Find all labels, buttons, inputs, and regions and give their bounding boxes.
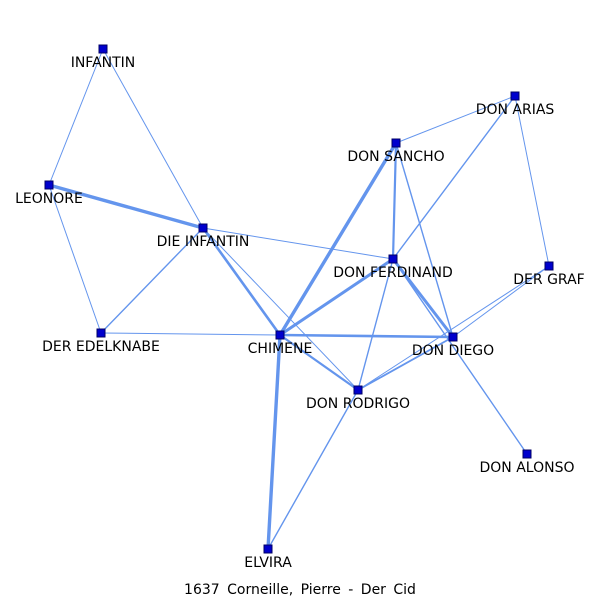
- edges-layer: [47, 48, 550, 551]
- node-label-die-infantin: DIE INFANTIN: [157, 234, 250, 250]
- edge-leonore-der-edelknabe: [48, 184, 102, 334]
- edge-chimene-don-diego: [278, 333, 455, 339]
- edge-der-graf-don-rodrigo: [357, 265, 550, 391]
- edge-leonore-die-infantin: [47, 183, 205, 230]
- nodes-layer: [44, 44, 554, 554]
- edge-chimene-don-rodrigo: [278, 333, 360, 392]
- node-label-don-rodrigo: DON RODRIGO: [306, 396, 410, 412]
- node-der-graf: [544, 261, 554, 271]
- node-don-sancho: [391, 138, 401, 148]
- edge-don-sancho-don-ferdinand: [391, 141, 398, 261]
- node-die-infantin: [198, 223, 208, 233]
- edge-don-rodrigo-elvira: [267, 389, 359, 550]
- edge-don-arias-der-graf: [514, 95, 550, 267]
- node-don-alonso: [522, 449, 532, 459]
- node-don-ferdinand: [388, 254, 398, 264]
- edge-die-infantin-don-rodrigo: [202, 227, 359, 391]
- edge-don-sancho-don-diego: [395, 142, 454, 338]
- edge-don-ferdinand-don-rodrigo: [357, 258, 394, 391]
- edge-infantin-leonore: [48, 48, 104, 186]
- node-label-don-sancho: DON SANCHO: [347, 149, 444, 165]
- node-label-don-ferdinand: DON FERDINAND: [333, 265, 453, 281]
- node-label-don-alonso: DON ALONSO: [480, 460, 575, 476]
- node-der-edelknabe: [96, 328, 106, 338]
- node-infantin: [98, 44, 108, 54]
- node-label-leonore: LEONORE: [15, 191, 83, 207]
- node-label-don-arias: DON ARIAS: [476, 102, 555, 118]
- edge-don-diego-don-rodrigo: [357, 336, 454, 391]
- edge-die-infantin-der-edelknabe: [100, 227, 204, 334]
- edge-der-edelknabe-chimene: [100, 332, 281, 336]
- node-label-chimene: CHIMENE: [248, 341, 313, 357]
- edge-der-graf-don-diego: [452, 265, 550, 338]
- node-leonore: [44, 180, 54, 190]
- node-elvira: [263, 544, 273, 554]
- edge-don-arias-don-sancho: [395, 95, 516, 144]
- node-label-elvira: ELVIRA: [244, 555, 292, 571]
- figure-caption: 1637 Corneille, Pierre - Der Cid: [184, 582, 416, 598]
- node-chimene: [275, 330, 285, 340]
- edge-don-sancho-chimene: [278, 141, 398, 337]
- edge-die-infantin-chimene: [201, 226, 282, 337]
- node-label-don-diego: DON DIEGO: [412, 343, 494, 359]
- edge-don-ferdinand-don-diego: [391, 257, 455, 339]
- node-don-rodrigo: [353, 385, 363, 395]
- labels-layer: INFANTIN DON ARIAS DON SANCHO LEONORE DIE IN…: [15, 55, 585, 571]
- edge-don-ferdinand-don-alonso: [392, 258, 528, 455]
- node-label-infantin: INFANTIN: [71, 55, 136, 71]
- node-don-arias: [510, 91, 520, 101]
- edge-infantin-die-infantin: [102, 48, 204, 229]
- node-label-der-graf: DER GRAF: [513, 272, 584, 288]
- edge-don-ferdinand-chimene: [278, 257, 395, 337]
- node-label-der-edelknabe: DER EDELKNABE: [42, 339, 160, 355]
- edge-chimene-elvira: [266, 333, 282, 551]
- edge-die-infantin-don-ferdinand: [202, 227, 394, 260]
- node-don-diego: [448, 332, 458, 342]
- edge-don-arias-don-ferdinand: [392, 95, 516, 260]
